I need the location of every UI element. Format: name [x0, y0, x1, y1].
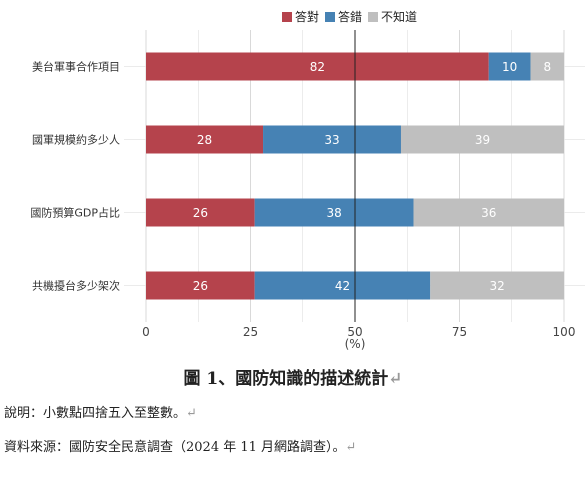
legend-label-wrong: 答錯: [338, 10, 363, 24]
bars: 82 10 8 28 33 39 26 38 36 26 42 32: [146, 30, 564, 322]
return-mark: ↵: [186, 406, 197, 421]
data-label: 42: [335, 279, 350, 293]
x-tick-label: 25: [243, 325, 258, 339]
bar-segment: [146, 198, 255, 227]
category-label: 國軍規模約多少人: [32, 133, 120, 147]
bar-segment: [530, 52, 564, 81]
legend: 答對 答錯 不知道: [282, 8, 423, 25]
data-label: 82: [310, 60, 325, 74]
legend-label-unknown: 不知道: [381, 10, 418, 24]
category-label: 國防預算GDP占比: [30, 206, 120, 220]
legend-swatch-wrong: [325, 11, 336, 22]
data-label: 28: [197, 133, 212, 147]
bar-segment: [413, 198, 564, 227]
data-label: 26: [193, 279, 208, 293]
legend-swatch-correct: [282, 11, 292, 22]
bar-segment: [263, 125, 401, 154]
bar-segment: [254, 271, 431, 300]
data-label: 32: [489, 279, 504, 293]
figure-caption: 圖 1、國防知識的描述統計↵: [0, 364, 586, 389]
x-tick-label: 100: [553, 325, 576, 339]
data-label: 8: [543, 60, 551, 74]
data-label: 39: [475, 133, 490, 147]
note-explanation-text: 說明：小數點四捨五入至整數。: [4, 406, 187, 421]
bar-segment: [488, 52, 531, 81]
legend-label-correct: 答對: [295, 10, 320, 24]
data-label: 33: [324, 133, 339, 147]
category-label: 共機擾台多少架次: [32, 279, 120, 293]
stacked-bar-chart: 82 10 8 28 33 39 26 38 36 26 42 32 美台軍事合作項目國軍規模約多少人…: [30, 30, 585, 351]
x-tick-label: 75: [452, 325, 467, 339]
bar-segment: [146, 125, 264, 154]
legend-item-unknown: 不知道: [368, 8, 417, 25]
bar-segment: [430, 271, 564, 300]
legend-swatch-unknown: [368, 11, 379, 22]
caption-text: 圖 1、國防知識的描述統計: [183, 369, 389, 389]
bar-segment: [146, 52, 489, 81]
bar-segment: [146, 271, 255, 300]
x-axis-label: (%): [345, 337, 366, 351]
x-axis-ticks: 0 25 50 75 100 (%): [142, 325, 575, 351]
data-label: 36: [481, 206, 496, 220]
data-label: 10: [502, 60, 517, 74]
note-source: 資料來源：國防安全民意調查（2024 年 11 月網路調查）。↵: [4, 436, 356, 455]
note-source-text: 資料來源：國防安全民意調查（2024 年 11 月網路調查）。: [4, 440, 346, 455]
note-explanation: 說明：小數點四捨五入至整數。↵: [4, 402, 197, 421]
data-label: 26: [193, 206, 208, 220]
data-label: 38: [326, 206, 341, 220]
bar-segment: [254, 198, 414, 227]
return-mark: ↵: [345, 440, 357, 455]
legend-item-wrong: 答錯: [325, 8, 362, 25]
return-mark: ↵: [388, 369, 403, 389]
bar-segment: [400, 125, 564, 154]
category-label: 美台軍事合作項目: [32, 60, 120, 74]
x-tick-label: 0: [142, 325, 150, 339]
x-tick-label: 50: [347, 325, 362, 339]
legend-item-correct: 答對: [282, 8, 319, 25]
